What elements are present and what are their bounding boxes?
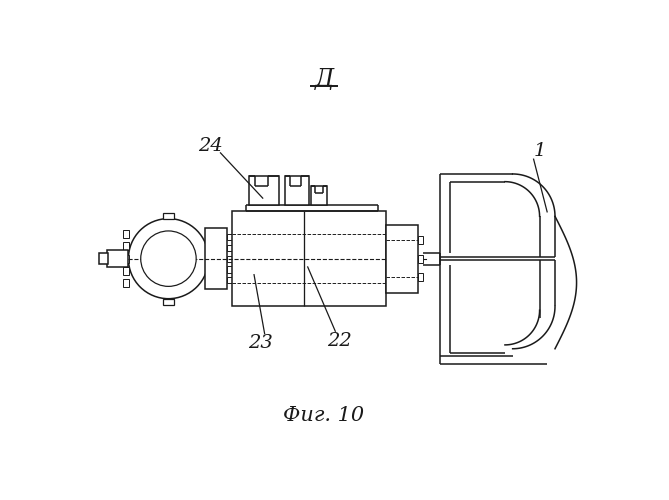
- Bar: [123, 230, 129, 238]
- Text: 23: 23: [248, 334, 273, 352]
- Bar: [385, 225, 418, 292]
- Bar: [418, 236, 423, 244]
- Bar: [227, 234, 232, 240]
- Bar: [418, 274, 423, 281]
- Bar: [163, 213, 174, 220]
- Text: 24: 24: [199, 137, 223, 155]
- Bar: [310, 186, 328, 205]
- Bar: [107, 250, 128, 267]
- Bar: [232, 211, 385, 306]
- Bar: [250, 176, 278, 205]
- Bar: [163, 298, 174, 305]
- Bar: [227, 256, 232, 262]
- Text: Д: Д: [314, 68, 334, 91]
- Circle shape: [128, 218, 209, 298]
- Bar: [418, 255, 423, 262]
- Text: 22: 22: [327, 332, 352, 350]
- Bar: [123, 267, 129, 275]
- Bar: [227, 266, 232, 272]
- Bar: [227, 277, 232, 283]
- Circle shape: [140, 231, 196, 286]
- Bar: [123, 280, 129, 287]
- Bar: [123, 242, 129, 250]
- Bar: [285, 176, 309, 205]
- Text: Фиг. 10: Фиг. 10: [284, 406, 365, 425]
- Bar: [123, 255, 129, 262]
- Bar: [99, 254, 108, 264]
- Bar: [227, 245, 232, 251]
- Bar: [205, 228, 227, 290]
- Text: 1: 1: [533, 142, 546, 160]
